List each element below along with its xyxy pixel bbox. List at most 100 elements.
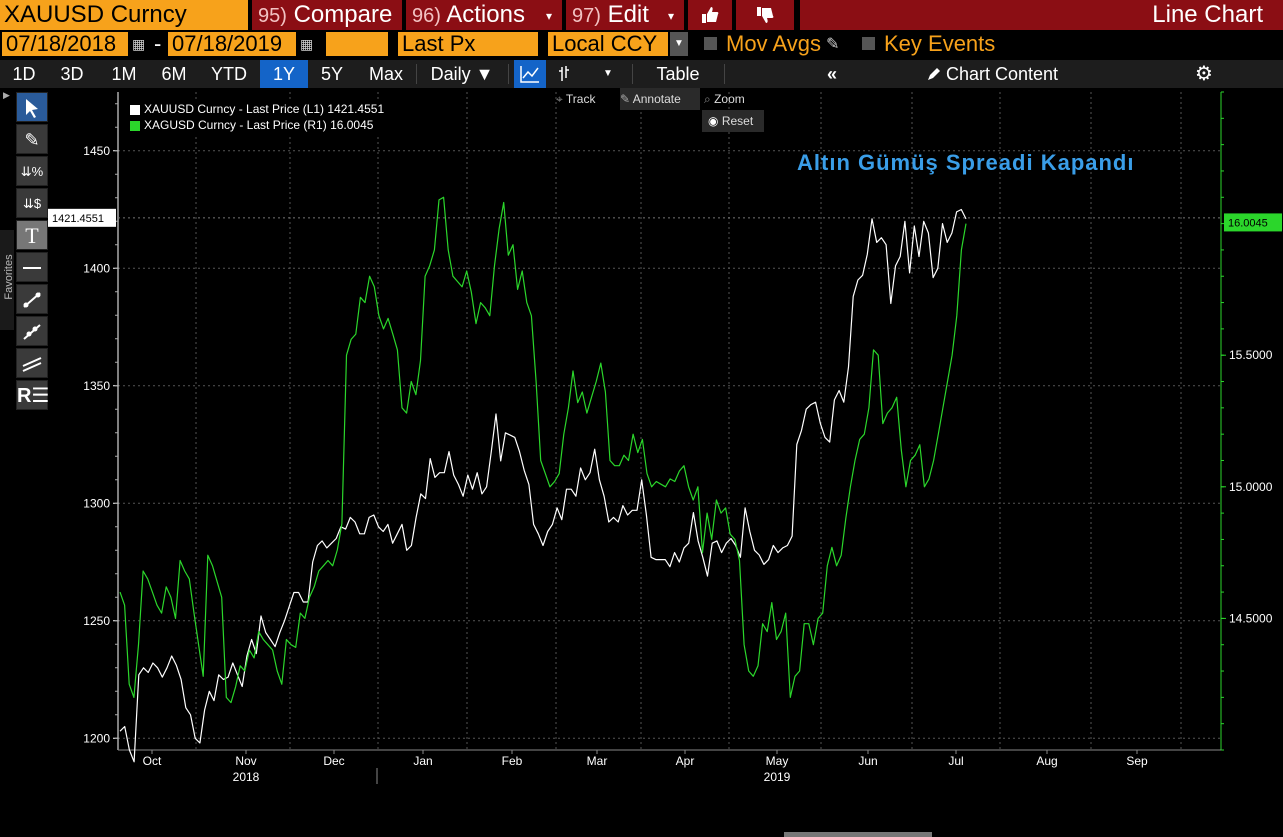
horizontal-line-icon[interactable] xyxy=(16,252,48,282)
range-3d[interactable]: 3D xyxy=(60,64,84,84)
channel-icon[interactable] xyxy=(16,348,48,378)
thumbs-up-button[interactable] xyxy=(688,0,732,30)
legend-item-silver[interactable]: XAGUSD Curncy - Last Price (R1) 16.0045 xyxy=(130,117,373,133)
x-tick-label: Aug xyxy=(1036,754,1057,768)
chart-style-dropdown[interactable]: ▼ xyxy=(603,68,613,79)
right-tick-label: 15.0000 xyxy=(1229,480,1273,494)
range-ytd[interactable]: YTD xyxy=(211,64,247,84)
gold-price-line xyxy=(119,208,967,763)
actions-menu[interactable]: 96) Actions ▾ xyxy=(406,0,562,30)
legend-item-gold[interactable]: XAUUSD Curncy - Last Price (L1) 1421.455… xyxy=(130,101,384,117)
zoom-label: Zoom xyxy=(714,92,745,106)
left-tick-label: 1400 xyxy=(83,261,110,275)
chevron-down-icon: ▾ xyxy=(545,9,552,23)
range-max[interactable]: Max xyxy=(368,64,403,84)
key-events-checkbox[interactable] xyxy=(862,37,875,50)
divider xyxy=(632,64,633,84)
mov-avgs-label[interactable]: Mov Avgs xyxy=(726,31,821,56)
text-tool-icon[interactable]: T xyxy=(16,220,48,250)
calendar-icon[interactable]: ▦ xyxy=(132,36,146,52)
x-tick-label: May xyxy=(766,754,789,768)
silver-price-line xyxy=(119,196,967,704)
legend-swatch xyxy=(130,104,140,115)
dollar-tool-icon[interactable]: ⇊$ xyxy=(16,188,48,218)
thumbs-down-icon xyxy=(757,7,774,23)
drawing-toolbar: ✎ ⇊% ⇊$ T R☰ xyxy=(16,92,50,412)
end-date-field[interactable]: 07/18/2019 xyxy=(168,32,296,56)
expand-arrow-icon[interactable]: ▶ xyxy=(3,90,10,100)
chart-axes: 1200 1250 1300 1350 1400 1450 14.5000 15.0000 15… xyxy=(83,91,1273,784)
periodicity-select[interactable]: Daily ▼ xyxy=(430,64,494,84)
compare-button[interactable]: 95) Compare xyxy=(252,0,402,30)
edit-menu[interactable]: 97) Edit ▾ xyxy=(566,0,684,30)
last-value-tag-right xyxy=(1224,213,1282,232)
range-1y[interactable]: 1Y xyxy=(260,60,308,88)
x-tick-label: Mar xyxy=(587,754,608,768)
x-tick-label: Jan xyxy=(413,754,432,768)
x-tick-label: Oct xyxy=(143,754,162,768)
currency-dropdown-icon[interactable]: ▼ xyxy=(670,32,688,56)
horizontal-scrollbar[interactable] xyxy=(784,832,932,837)
range-1m[interactable]: 1M xyxy=(111,64,137,84)
x-year-label: 2018 xyxy=(233,770,260,784)
table-button[interactable]: Table xyxy=(656,64,700,84)
calendar-icon[interactable]: ▦ xyxy=(300,36,314,52)
gear-icon[interactable]: ⚙ xyxy=(1195,63,1213,85)
range-5y[interactable]: 5Y xyxy=(320,64,344,84)
mov-avgs-checkbox[interactable] xyxy=(704,37,717,50)
legend-last-value: 1421.4551 xyxy=(327,102,385,116)
zoom-button[interactable]: ⌕ Zoom xyxy=(704,88,764,110)
thumbs-down-button[interactable] xyxy=(736,0,794,30)
key-events-label[interactable]: Key Events xyxy=(884,31,996,56)
currency-select[interactable]: Local CCY xyxy=(548,32,668,56)
blank-field[interactable] xyxy=(326,32,388,56)
track-button[interactable]: ⌖ Track xyxy=(556,88,618,110)
chart-legend: XAUUSD Curncy - Last Price (L1) 1421.455… xyxy=(124,99,424,137)
ticker-field[interactable]: XAUUSD Curncy xyxy=(0,0,248,30)
retracement-icon[interactable]: R☰ xyxy=(16,380,49,410)
pencil-icon[interactable]: ✎ xyxy=(16,124,48,154)
legend-last-value: 16.0045 xyxy=(330,118,374,132)
annotate-button[interactable]: ✎ Annotate xyxy=(620,88,700,110)
reset-icon: ◉ xyxy=(708,114,719,128)
top-menu-bar: XAUUSD Curncy 95) Compare 96) Actions ▾ … xyxy=(0,0,1283,30)
reset-button[interactable]: ◉ Reset xyxy=(702,110,764,132)
x-tick-label: Dec xyxy=(323,754,344,768)
last-value-tag-left xyxy=(48,208,116,227)
divider xyxy=(508,64,509,84)
chart-annotation-title: Altın Gümüş Spreadi Kapandı xyxy=(797,150,1135,175)
pencil-icon[interactable]: ✎ xyxy=(826,36,840,53)
x-tick-label: Nov xyxy=(235,754,256,768)
compare-num: 95) xyxy=(258,5,287,27)
right-tick-label: 15.5000 xyxy=(1229,348,1273,362)
range-6m[interactable]: 6M xyxy=(161,64,187,84)
annotate-label: Annotate xyxy=(632,92,681,106)
actions-num: 96) xyxy=(412,5,441,27)
collapse-icon[interactable]: « xyxy=(826,64,837,84)
chart-content-icon[interactable] xyxy=(918,60,950,88)
bar-chart-button[interactable] xyxy=(550,60,582,88)
percent-tool-icon[interactable]: ⇊% xyxy=(16,156,48,186)
price-field-select[interactable]: Last Px xyxy=(398,32,538,56)
x-tick-label: Sep xyxy=(1126,754,1148,768)
range-1d[interactable]: 1D xyxy=(12,64,36,84)
ray-icon[interactable] xyxy=(16,316,48,346)
x-tick-label: Feb xyxy=(502,754,523,768)
start-date-field[interactable]: 07/18/2018 xyxy=(2,32,128,56)
line-chart-button[interactable] xyxy=(514,60,546,88)
cursor-icon[interactable] xyxy=(16,92,48,122)
divider xyxy=(416,64,417,84)
thumbs-up-icon xyxy=(702,7,719,23)
left-tick-label: 1350 xyxy=(83,379,110,393)
chart-content-button[interactable]: Chart Content xyxy=(946,64,1059,84)
track-label: Track xyxy=(565,92,596,106)
controls-bar: 07/18/2018 ▦ - 07/18/2019 ▦ Last Px Loca… xyxy=(0,32,1283,58)
divider xyxy=(724,64,725,84)
chart-series: 1421.4551 16.0045 xyxy=(48,196,1282,763)
compare-label: Compare xyxy=(293,1,393,28)
favorites-tab[interactable] xyxy=(0,230,14,330)
left-tick-label: 1250 xyxy=(83,614,110,628)
x-year-label: 2019 xyxy=(764,770,791,784)
trendline-icon[interactable] xyxy=(16,284,48,314)
